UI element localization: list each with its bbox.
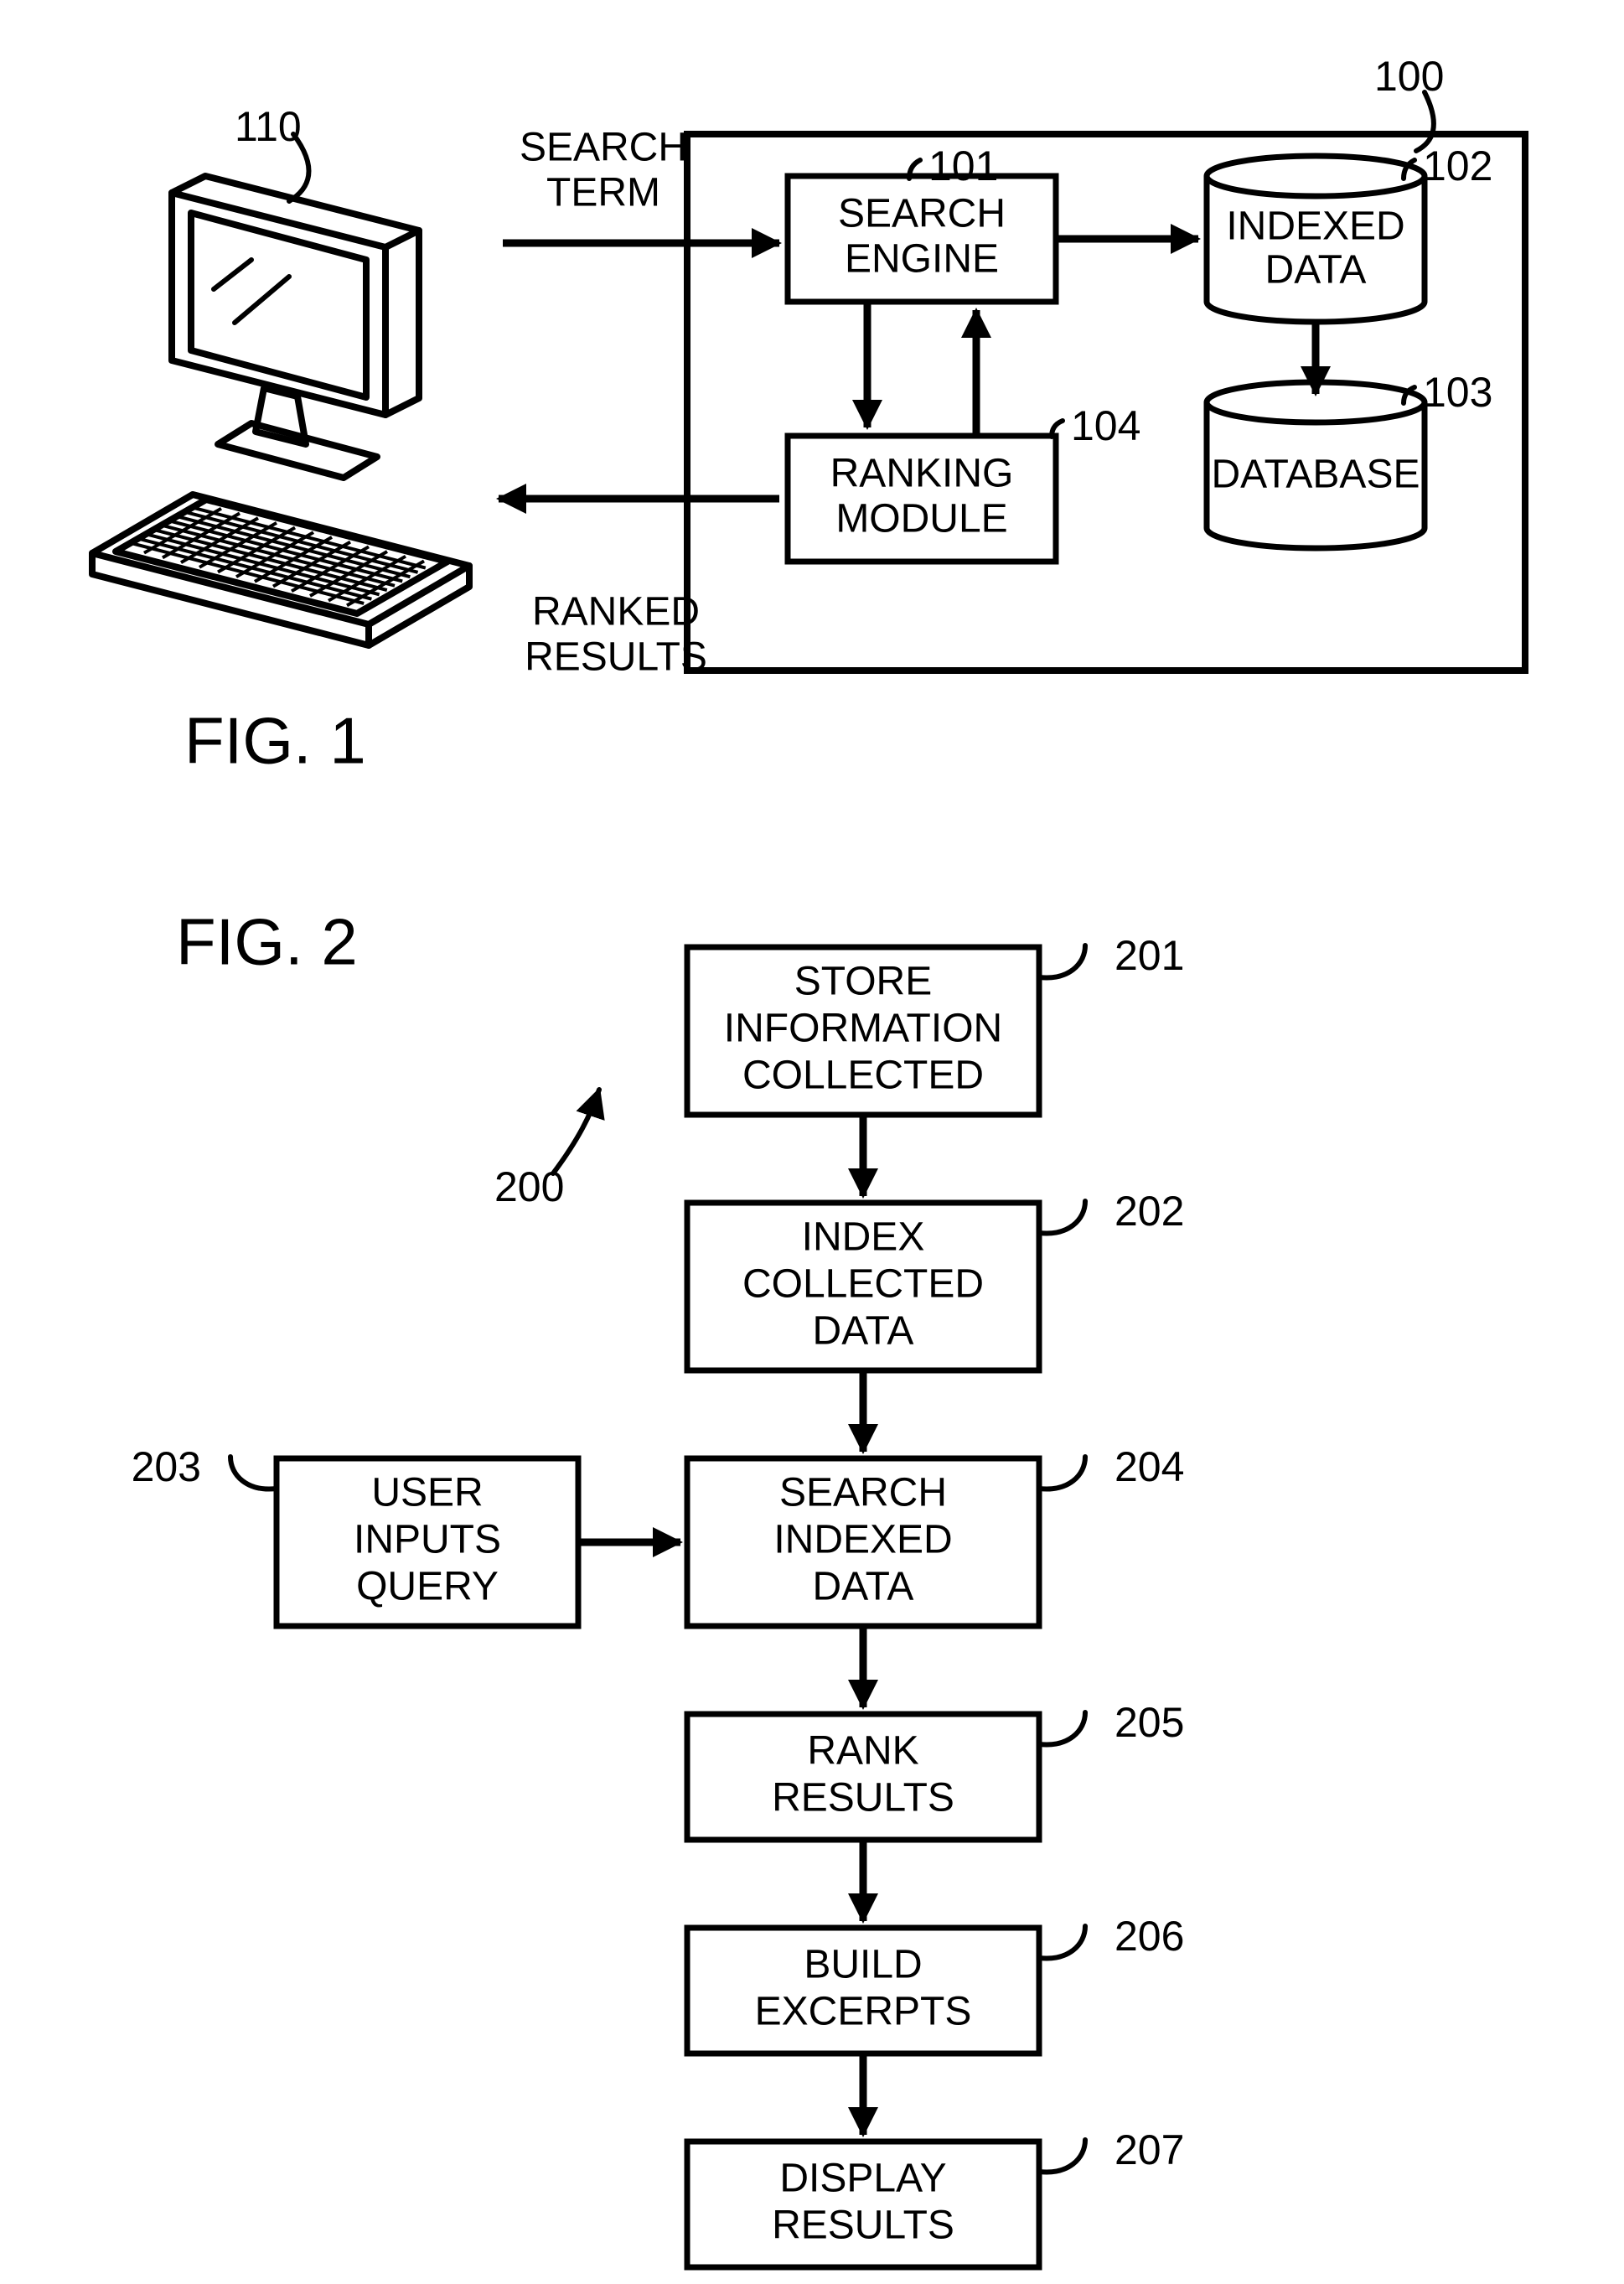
svg-text:DATA: DATA — [813, 1565, 914, 1609]
svg-text:202: 202 — [1115, 1188, 1184, 1235]
svg-text:MODULE: MODULE — [835, 497, 1007, 541]
svg-text:USER: USER — [371, 1471, 483, 1515]
svg-text:INPUTS: INPUTS — [354, 1518, 501, 1562]
svg-text:102: 102 — [1423, 142, 1492, 189]
svg-text:QUERY: QUERY — [356, 1565, 499, 1609]
svg-text:INDEXED: INDEXED — [1226, 205, 1404, 249]
svg-text:RANKED: RANKED — [532, 590, 700, 634]
svg-text:RANK: RANK — [807, 1729, 918, 1774]
svg-text:104: 104 — [1071, 402, 1140, 449]
svg-text:RESULTS: RESULTS — [525, 635, 707, 680]
svg-text:SEARCH: SEARCH — [520, 126, 687, 170]
svg-text:DATA: DATA — [1265, 248, 1367, 293]
svg-text:EXCERPTS: EXCERPTS — [755, 1990, 972, 2034]
svg-text:INDEXED: INDEXED — [773, 1518, 952, 1562]
svg-text:201: 201 — [1115, 932, 1184, 979]
svg-text:101: 101 — [928, 142, 998, 189]
svg-text:COLLECTED: COLLECTED — [742, 1054, 984, 1098]
svg-text:204: 204 — [1115, 1443, 1184, 1490]
svg-text:DISPLAY: DISPLAY — [779, 2157, 946, 2201]
svg-text:ENGINE: ENGINE — [845, 237, 999, 282]
svg-text:203: 203 — [132, 1443, 201, 1490]
svg-text:BUILD: BUILD — [804, 1943, 922, 1987]
svg-text:RESULTS: RESULTS — [772, 1776, 954, 1820]
terminal-icon — [92, 176, 469, 645]
svg-text:100: 100 — [1374, 53, 1444, 100]
svg-text:FIG. 2: FIG. 2 — [176, 905, 358, 979]
svg-text:103: 103 — [1423, 369, 1492, 416]
svg-text:DATABASE: DATABASE — [1212, 453, 1420, 497]
svg-text:110: 110 — [235, 103, 302, 150]
svg-text:INFORMATION: INFORMATION — [724, 1007, 1002, 1051]
svg-text:TERM: TERM — [546, 171, 660, 215]
svg-text:207: 207 — [1115, 2126, 1184, 2173]
svg-text:RESULTS: RESULTS — [772, 2204, 954, 2248]
svg-text:RANKING: RANKING — [830, 452, 1014, 496]
svg-text:205: 205 — [1115, 1699, 1184, 1746]
svg-text:DATA: DATA — [813, 1309, 914, 1354]
svg-text:STORE: STORE — [794, 960, 932, 1004]
svg-text:COLLECTED: COLLECTED — [742, 1262, 984, 1307]
svg-text:SEARCH: SEARCH — [838, 192, 1006, 236]
svg-text:206: 206 — [1115, 1913, 1184, 1960]
svg-text:FIG. 1: FIG. 1 — [184, 704, 366, 778]
svg-text:INDEX: INDEX — [802, 1215, 925, 1260]
svg-text:SEARCH: SEARCH — [779, 1471, 947, 1515]
